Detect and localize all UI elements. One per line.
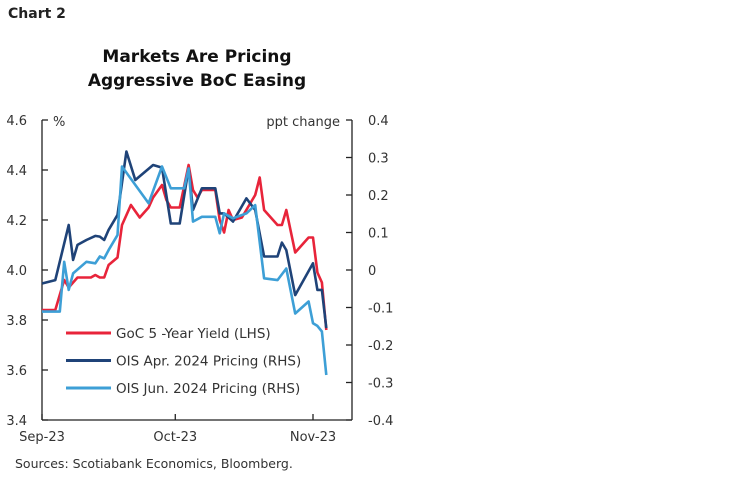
legend-label-3: OIS Jun. 2024 Pricing (RHS) bbox=[116, 381, 300, 397]
left-axis-tick-label: 4.6 bbox=[6, 114, 27, 129]
series-line-3 bbox=[42, 165, 328, 376]
source-note: Sources: Scotiabank Economics, Bloomberg… bbox=[15, 456, 293, 471]
right-axis-tick-label: 0 bbox=[368, 264, 376, 279]
left-axis-tick-label: 4.0 bbox=[6, 264, 27, 279]
series-line-1 bbox=[42, 163, 328, 331]
chart-label: Chart 2 bbox=[8, 6, 66, 22]
right-axis-tick-label: 0.1 bbox=[368, 227, 389, 242]
right-axis-tick-label: -0.4 bbox=[368, 414, 393, 429]
left-axis-tick-label: 3.6 bbox=[6, 364, 27, 379]
right-axis-tick-label: 0.4 bbox=[368, 114, 389, 129]
x-axis-tick-label: Oct-23 bbox=[153, 430, 197, 445]
left-axis-unit: % bbox=[53, 115, 65, 130]
series-line-2 bbox=[41, 150, 328, 329]
left-axis-tick-label: 4.4 bbox=[6, 164, 27, 179]
left-axis-tick-label: 3.4 bbox=[6, 414, 27, 429]
right-axis-tick-label: 0.2 bbox=[368, 189, 389, 204]
right-axis-tick-label: -0.2 bbox=[368, 339, 393, 354]
right-axis-tick-label: 0.3 bbox=[368, 152, 389, 167]
right-axis-tick-label: -0.1 bbox=[368, 302, 393, 317]
right-axis-tick-label: -0.3 bbox=[368, 377, 393, 392]
left-axis-tick-label: 3.8 bbox=[6, 314, 27, 329]
chart-title-line-1: Markets Are Pricing bbox=[102, 47, 291, 67]
chart-title-line-2: Aggressive BoC Easing bbox=[88, 71, 306, 91]
x-axis-tick-label: Sep-23 bbox=[19, 430, 65, 445]
legend-label-1: GoC 5 -Year Yield (LHS) bbox=[116, 326, 271, 342]
right-axis-unit: ppt change bbox=[266, 115, 340, 130]
left-axis-tick-label: 4.2 bbox=[6, 214, 27, 229]
x-axis-tick-label: Nov-23 bbox=[290, 430, 336, 445]
legend-label-2: OIS Apr. 2024 Pricing (RHS) bbox=[116, 354, 301, 370]
